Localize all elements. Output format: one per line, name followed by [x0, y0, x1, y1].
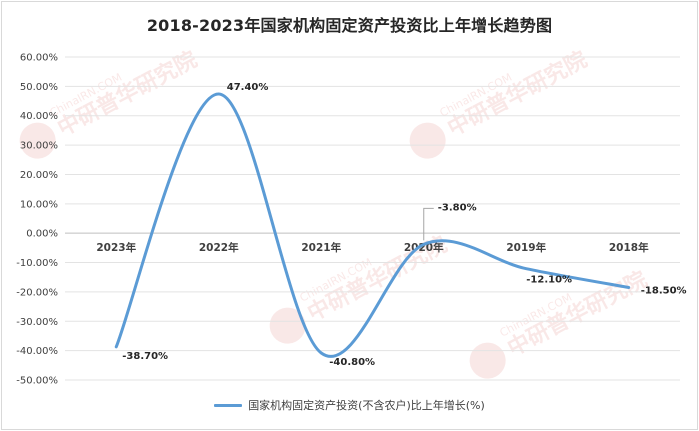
- series-layer: [114, 92, 631, 358]
- y-tick-label: 30.00%: [20, 141, 58, 152]
- data-label: -38.70%: [122, 351, 168, 362]
- y-tick-label: 10.00%: [20, 199, 58, 210]
- data-label: 47.40%: [227, 82, 269, 93]
- series-line: [114, 92, 631, 358]
- y-tick-label: 20.00%: [20, 170, 58, 181]
- x-tick-label: 2022年: [199, 241, 239, 254]
- y-tick-label: -50.00%: [16, 376, 58, 387]
- legend-swatch: [214, 403, 243, 407]
- legend-label: 国家机构固定资产投资(不含农户)比上年增长(%): [248, 399, 485, 412]
- x-tick-label: 2021年: [301, 241, 341, 254]
- data-label: -18.50%: [641, 286, 687, 297]
- legend: 国家机构固定资产投资(不含农户)比上年增长(%): [0, 397, 699, 413]
- y-tick-label: 50.00%: [20, 82, 58, 93]
- y-tick-label: 40.00%: [20, 111, 58, 122]
- label-leader-line: [423, 207, 434, 241]
- y-tick-label: 0.00%: [26, 229, 58, 240]
- x-tick-label: 2019年: [506, 241, 546, 254]
- data-label: -40.80%: [329, 357, 375, 368]
- data-labels: -38.70% 47.40% -40.80% -3.80% -12.10% -18.50%: [122, 82, 686, 368]
- y-tick-label: -40.00%: [16, 346, 58, 357]
- y-tick-label: 60.00%: [20, 53, 58, 64]
- y-tick-label: -20.00%: [16, 287, 58, 298]
- x-tick-label: 2018年: [609, 241, 649, 254]
- y-tick-label: -30.00%: [16, 317, 58, 328]
- gridlines: [65, 56, 680, 381]
- y-tick-label: -10.00%: [16, 258, 58, 269]
- data-label: -3.80%: [438, 202, 477, 213]
- data-label: -12.10%: [526, 275, 572, 286]
- chart-title: 2018-2023年国家机构固定资产投资比上年增长趋势图: [146, 16, 553, 35]
- x-axis-ticks: 2023年 2022年 2021年 2020年 2019年 2018年: [96, 241, 649, 254]
- x-tick-label: 2023年: [96, 241, 136, 254]
- y-axis-ticks: 60.00% 50.00% 40.00% 30.00% 20.00% 10.00% 0.00…: [16, 53, 58, 387]
- watermark-layer: ChinaIRN.COM中研普华研究院ChinaIRN.COM中研普华研究院Ch…: [19, 46, 651, 379]
